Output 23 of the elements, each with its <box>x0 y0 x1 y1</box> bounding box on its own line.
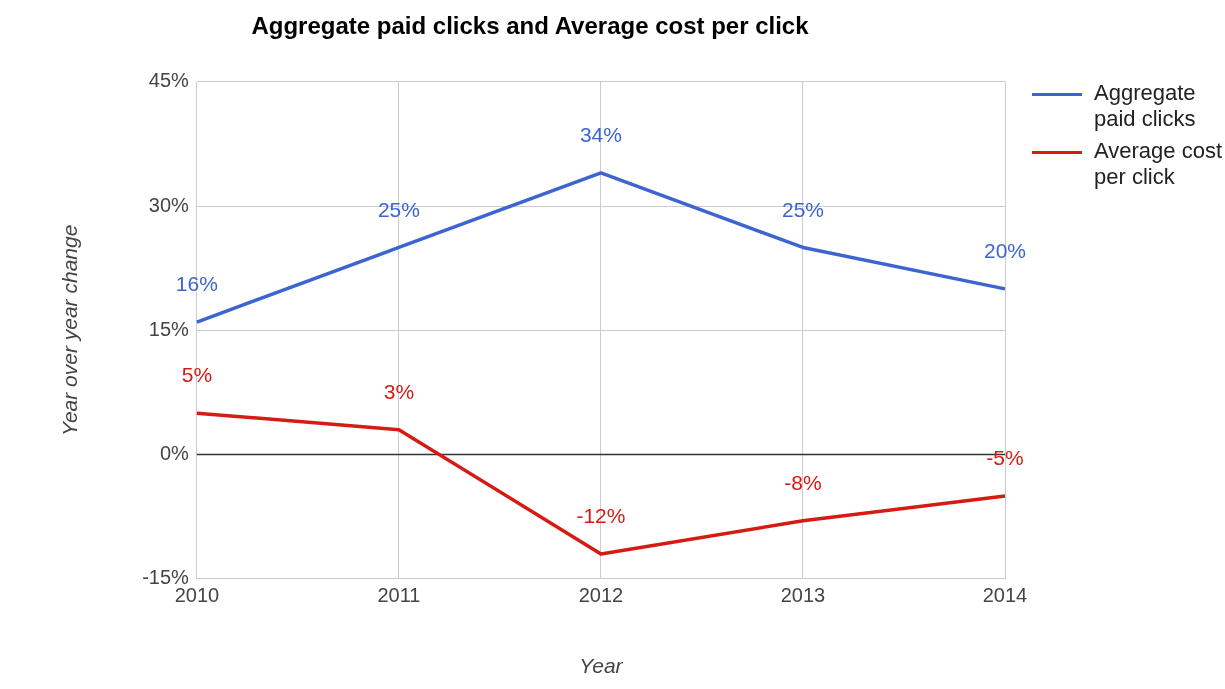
data-label: 16% <box>175 272 218 296</box>
y-tick-label: 0% <box>159 442 190 465</box>
data-label: 20% <box>983 239 1027 263</box>
chart-title: Aggregate paid clicks and Average cost per click <box>251 12 810 40</box>
data-label: 25% <box>781 197 824 221</box>
data-label: -5% <box>986 446 1024 470</box>
legend-label: Aggregate paid clicks <box>1094 80 1197 132</box>
x-tick-label: 2013 <box>780 584 826 607</box>
x-axis-title: Year <box>579 654 624 678</box>
y-axis-title: Year over year change <box>58 224 82 436</box>
y-tick-label: 45% <box>148 69 190 92</box>
legend-label: Average cost per click <box>1094 138 1223 190</box>
data-label: -8% <box>784 471 822 495</box>
x-tick-label: 2014 <box>982 584 1028 607</box>
y-tick-label: 30% <box>148 193 190 216</box>
data-label: 25% <box>377 197 420 221</box>
x-tick-label: 2011 <box>377 584 421 607</box>
data-label: 3% <box>383 380 415 403</box>
x-tick-label: 2012 <box>578 584 624 607</box>
data-label: 34% <box>579 123 622 147</box>
y-tick-label: 15% <box>148 317 190 340</box>
data-label: -12% <box>576 504 626 528</box>
data-label: 5% <box>181 363 213 387</box>
